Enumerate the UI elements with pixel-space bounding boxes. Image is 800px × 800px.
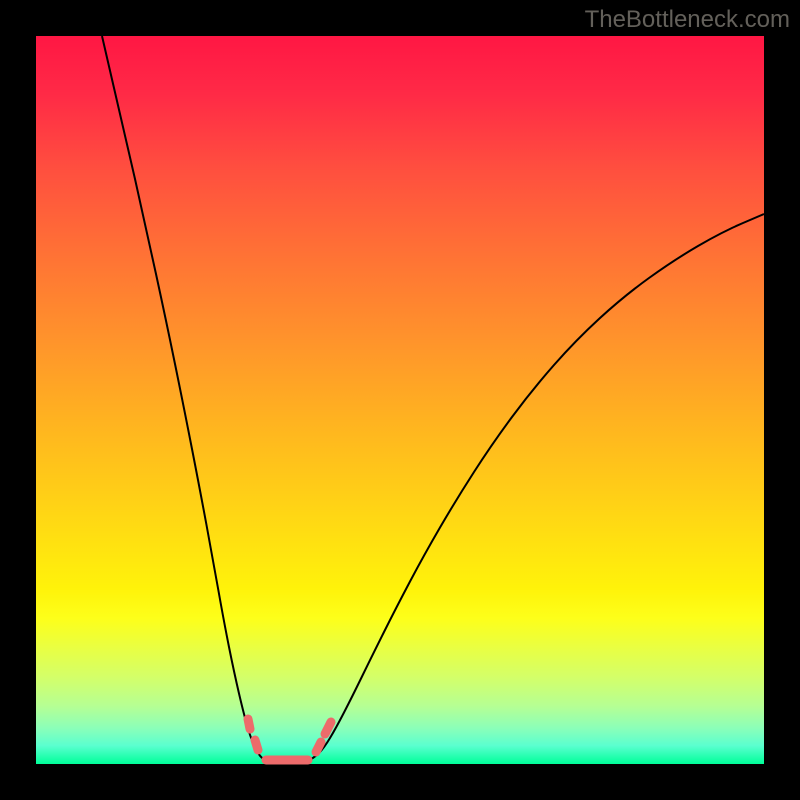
marker-segment bbox=[316, 742, 321, 752]
chart-svg bbox=[0, 0, 800, 800]
marker-segment bbox=[248, 719, 250, 729]
chart-container: TheBottleneck.com bbox=[0, 0, 800, 800]
watermark-text: TheBottleneck.com bbox=[585, 6, 790, 34]
marker-segment bbox=[255, 740, 258, 750]
plot-background bbox=[36, 36, 764, 764]
marker-segment bbox=[325, 722, 331, 734]
